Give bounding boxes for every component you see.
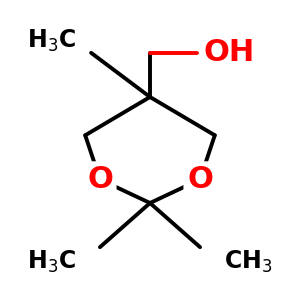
Text: O: O [87, 165, 113, 194]
Text: CH$_3$: CH$_3$ [224, 249, 272, 275]
Text: O: O [187, 165, 213, 194]
Text: H$_3$C: H$_3$C [27, 249, 76, 275]
Text: H$_3$C: H$_3$C [27, 28, 76, 54]
Text: OH: OH [203, 38, 254, 67]
